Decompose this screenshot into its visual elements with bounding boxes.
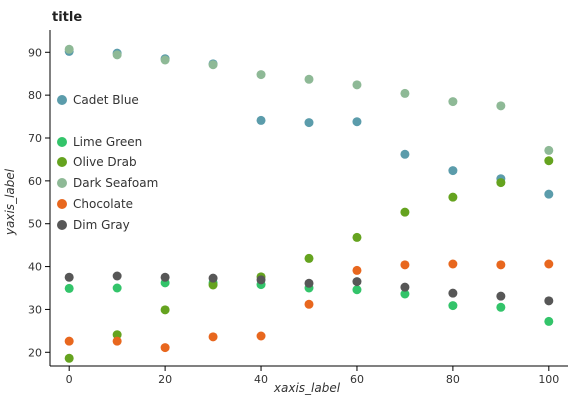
data-point-dark-seafoam xyxy=(257,70,266,79)
data-point-dim-gray xyxy=(496,292,505,301)
y-tick-label: 70 xyxy=(28,132,42,145)
legend-marker-cadet-blue xyxy=(57,95,67,105)
x-tick-label: 60 xyxy=(350,373,364,386)
data-point-lime-green xyxy=(113,284,122,293)
data-point-chocolate xyxy=(113,337,122,346)
data-point-chocolate xyxy=(544,260,553,269)
legend-label-cadet-blue: Cadet Blue xyxy=(73,93,139,107)
legend-marker-olive-drab xyxy=(57,157,67,167)
data-point-dark-seafoam xyxy=(113,50,122,59)
x-tick-label: 0 xyxy=(66,373,73,386)
x-axis-title: xaxis_label xyxy=(273,381,341,395)
data-point-chocolate xyxy=(161,343,170,352)
data-point-lime-green xyxy=(65,284,74,293)
data-point-chocolate xyxy=(305,300,314,309)
data-point-lime-green xyxy=(448,301,457,310)
data-point-dim-gray xyxy=(161,273,170,282)
legend-label-dim-gray: Dim Gray xyxy=(73,218,130,232)
data-point-chocolate xyxy=(448,260,457,269)
data-point-dark-seafoam xyxy=(161,56,170,65)
y-tick-label: 90 xyxy=(28,46,42,59)
data-point-dim-gray xyxy=(352,277,361,286)
x-tick-label: 80 xyxy=(446,373,460,386)
data-point-dark-seafoam xyxy=(496,101,505,110)
data-point-olive-drab xyxy=(305,254,314,263)
legend-marker-dark-seafoam xyxy=(57,178,67,188)
legend-label-chocolate: Chocolate xyxy=(73,197,133,211)
legend-item-cadet-blue: Cadet Blue xyxy=(57,93,139,107)
data-point-dark-seafoam xyxy=(65,45,74,54)
data-point-chocolate xyxy=(352,266,361,275)
data-point-dim-gray xyxy=(448,289,457,298)
data-point-dark-seafoam xyxy=(209,60,218,69)
chart-title: title xyxy=(52,10,82,25)
legend-label-lime-green: Lime Green xyxy=(73,135,142,149)
data-point-chocolate xyxy=(400,260,409,269)
data-point-olive-drab xyxy=(544,156,553,165)
data-point-olive-drab xyxy=(161,305,170,314)
data-point-chocolate xyxy=(257,332,266,341)
data-point-dim-gray xyxy=(113,272,122,281)
x-tick-label: 40 xyxy=(254,373,268,386)
y-tick-label: 80 xyxy=(28,89,42,102)
legend-item-lime-green: Lime Green xyxy=(57,135,142,149)
data-point-olive-drab xyxy=(448,193,457,202)
y-tick-label: 20 xyxy=(28,346,42,359)
data-point-dim-gray xyxy=(544,296,553,305)
y-tick-label: 40 xyxy=(28,261,42,274)
data-point-dark-seafoam xyxy=(305,75,314,84)
data-point-dim-gray xyxy=(209,274,218,283)
data-point-olive-drab xyxy=(400,208,409,217)
data-point-dark-seafoam xyxy=(400,89,409,98)
legend-label-dark-seafoam: Dark Seafoam xyxy=(73,176,158,190)
data-point-dark-seafoam xyxy=(352,80,361,89)
legend-item-olive-drab: Olive Drab xyxy=(57,155,137,169)
data-point-chocolate xyxy=(65,337,74,346)
y-tick-label: 30 xyxy=(28,303,42,316)
data-point-lime-green xyxy=(544,317,553,326)
legend-label-olive-drab: Olive Drab xyxy=(73,155,137,169)
data-point-chocolate xyxy=(209,332,218,341)
y-axis: 20 30 40 50 60 70 80 90 xyxy=(28,30,50,366)
data-point-dark-seafoam xyxy=(448,97,457,106)
y-tick-label: 50 xyxy=(28,218,42,231)
data-point-dim-gray xyxy=(257,275,266,284)
data-point-dim-gray xyxy=(65,273,74,282)
legend-marker-lime-green xyxy=(57,137,67,147)
data-point-cadet-blue xyxy=(305,118,314,127)
data-point-cadet-blue xyxy=(448,166,457,175)
data-point-cadet-blue xyxy=(544,190,553,199)
data-point-cadet-blue xyxy=(400,150,409,159)
x-tick-label: 20 xyxy=(158,373,172,386)
data-point-lime-green xyxy=(352,285,361,294)
data-point-lime-green xyxy=(496,303,505,312)
data-point-olive-drab xyxy=(352,233,361,242)
data-point-dark-seafoam xyxy=(544,146,553,155)
legend-item-dark-seafoam: Dark Seafoam xyxy=(57,176,158,190)
data-point-olive-drab xyxy=(65,354,74,363)
data-point-cadet-blue xyxy=(257,116,266,125)
legend: Cadet Blue Lime Green Olive Drab Dark Seafo… xyxy=(57,93,158,232)
y-axis-title: yaxis_label xyxy=(3,168,17,236)
data-point-chocolate xyxy=(496,260,505,269)
data-point-cadet-blue xyxy=(352,117,361,126)
series-chocolate xyxy=(65,260,554,353)
y-tick-label: 60 xyxy=(28,175,42,188)
legend-marker-chocolate xyxy=(57,199,67,209)
data-point-dim-gray xyxy=(400,283,409,292)
legend-marker-dim-gray xyxy=(57,220,67,230)
x-tick-label: 100 xyxy=(538,373,559,386)
legend-item-dim-gray: Dim Gray xyxy=(57,218,130,232)
data-point-olive-drab xyxy=(496,178,505,187)
data-point-dim-gray xyxy=(305,279,314,288)
legend-item-chocolate: Chocolate xyxy=(57,197,133,211)
